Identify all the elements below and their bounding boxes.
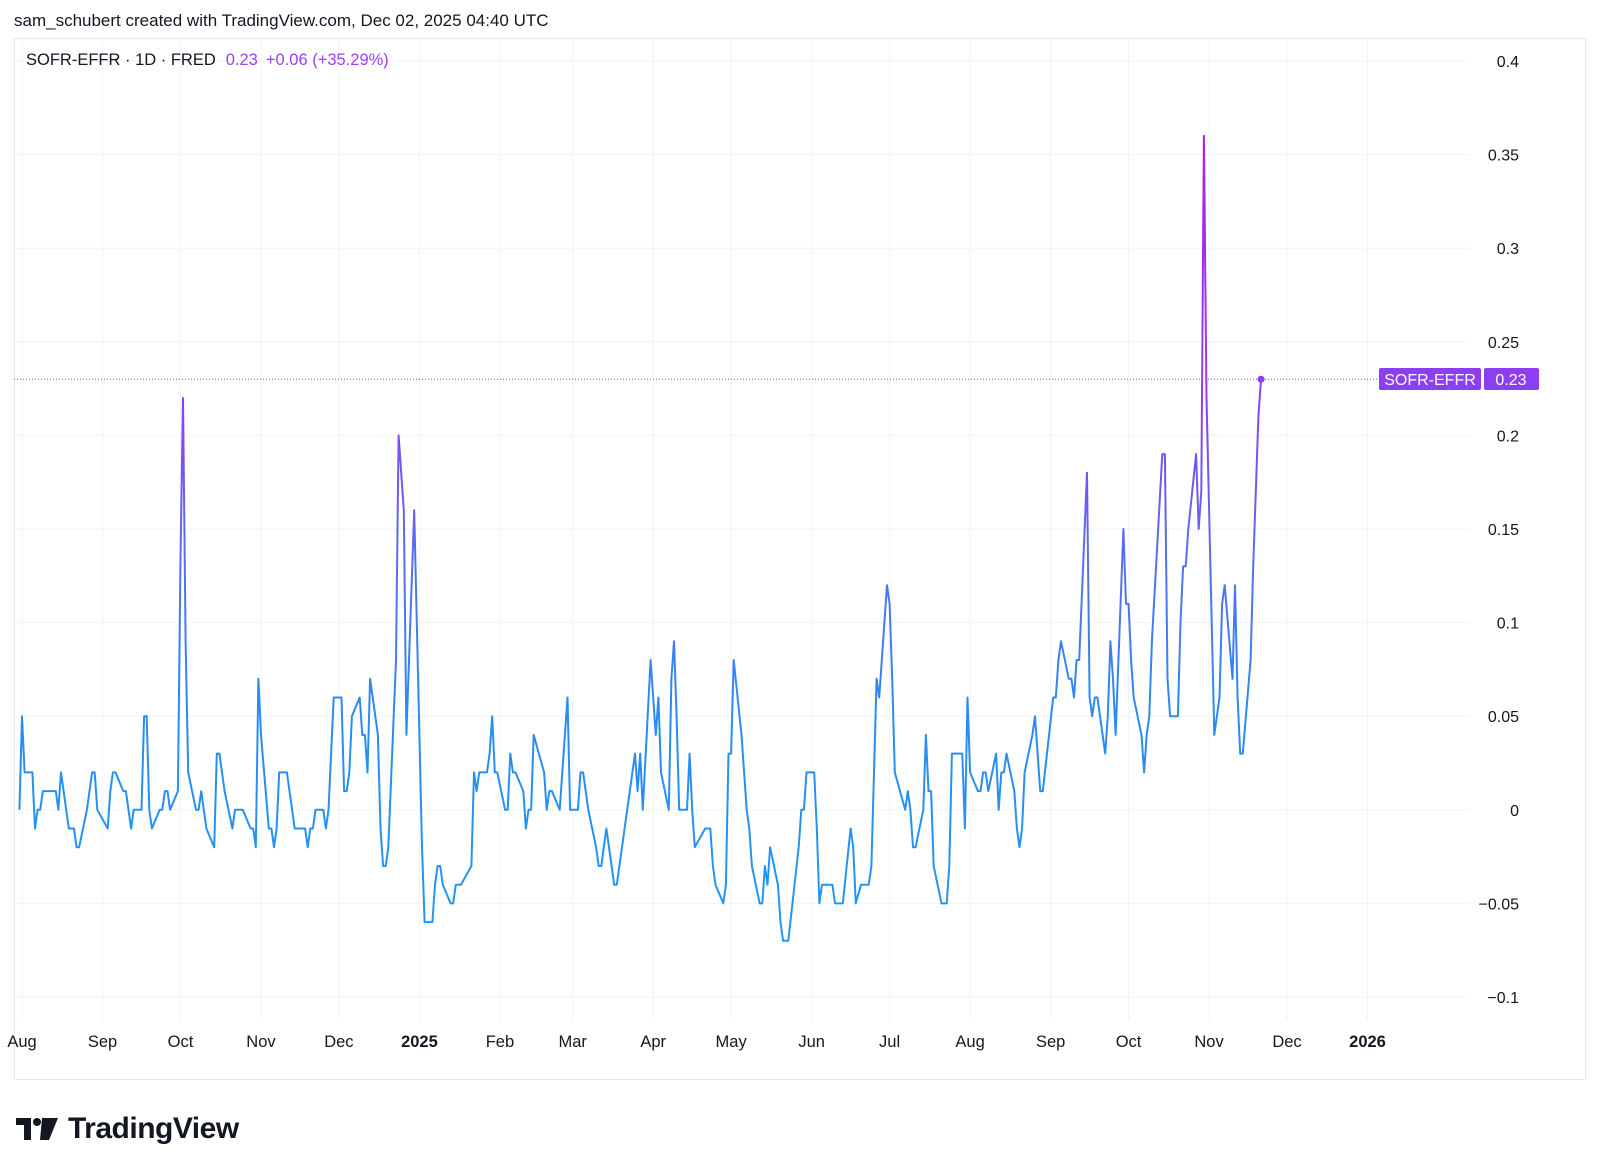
- y-tick-label: 0: [1510, 803, 1519, 820]
- tradingview-logo[interactable]: TradingView: [16, 1112, 239, 1146]
- y-tick-label: −0.1: [1487, 990, 1519, 1007]
- x-tick-label: Dec: [1272, 1033, 1301, 1051]
- x-tick-label: Apr: [640, 1033, 666, 1051]
- x-tick-label: Sep: [88, 1033, 117, 1051]
- y-tick-label: 0.05: [1488, 709, 1519, 726]
- price-tag-value: 0.23: [1495, 372, 1526, 389]
- last-value-dot: [1257, 375, 1265, 383]
- chart-frame: [14, 38, 1586, 1080]
- legend-value: 0.23: [225, 51, 258, 69]
- x-tick-label: Jul: [879, 1033, 900, 1051]
- x-tick-label: Oct: [168, 1033, 194, 1051]
- y-tick-label: 0.1: [1497, 616, 1519, 633]
- x-axis: Aug Sep Oct Nov Dec 2025 Feb Mar Apr May Jun Jul Aug…: [7, 1033, 1386, 1051]
- series-line: [18, 134, 1262, 942]
- x-tick-label: Aug: [7, 1033, 36, 1051]
- y-tick-label: 0.15: [1488, 522, 1519, 539]
- x-tick-label: Feb: [486, 1033, 514, 1051]
- tradingview-logo-icon: [16, 1118, 58, 1140]
- x-tick-label: Nov: [1194, 1033, 1224, 1051]
- price-tag-name: SOFR-EFFR: [1384, 372, 1476, 389]
- x-tick-label: Dec: [324, 1033, 353, 1051]
- series-legend[interactable]: SOFR-EFFR · 1D · FRED 0.23 +0.06 (+35.29%): [26, 51, 389, 70]
- price-tag-name-bg: [1379, 368, 1481, 390]
- legend-symbol: SOFR-EFFR · 1D · FRED: [26, 51, 216, 69]
- y-tick-label: 0.35: [1488, 148, 1519, 165]
- horizontal-gridlines: [14, 60, 1470, 998]
- x-tick-label: 2026: [1349, 1033, 1386, 1051]
- y-tick-label: −0.05: [1479, 896, 1520, 913]
- x-tick-label: Aug: [955, 1033, 984, 1051]
- price-tag-value-bg: [1484, 368, 1539, 390]
- tradingview-wordmark: TradingView: [68, 1112, 239, 1145]
- x-tick-label: Nov: [246, 1033, 276, 1051]
- y-tick-label: 0.25: [1488, 335, 1519, 352]
- y-tick-label: 0.3: [1497, 241, 1519, 258]
- x-tick-label: Oct: [1116, 1033, 1142, 1051]
- y-tick-label: 0.4: [1497, 54, 1519, 71]
- legend-change: +0.06 (+35.29%): [265, 51, 389, 69]
- x-tick-label: Jun: [798, 1033, 825, 1051]
- y-tick-label: 0.2: [1497, 428, 1519, 445]
- x-tick-label: 2025: [401, 1033, 438, 1051]
- chart-credit: sam_schubert created with TradingView.co…: [14, 11, 549, 30]
- y-axis: 0.4 0.35 0.3 0.25 0.2 0.15 0.1 0.05 0 −0.05 −0.1: [1479, 54, 1520, 1007]
- x-tick-label: May: [716, 1033, 748, 1051]
- x-tick-label: Mar: [558, 1033, 587, 1051]
- x-tick-label: Sep: [1036, 1033, 1065, 1051]
- price-tag: SOFR-EFFR 0.23: [1379, 368, 1539, 390]
